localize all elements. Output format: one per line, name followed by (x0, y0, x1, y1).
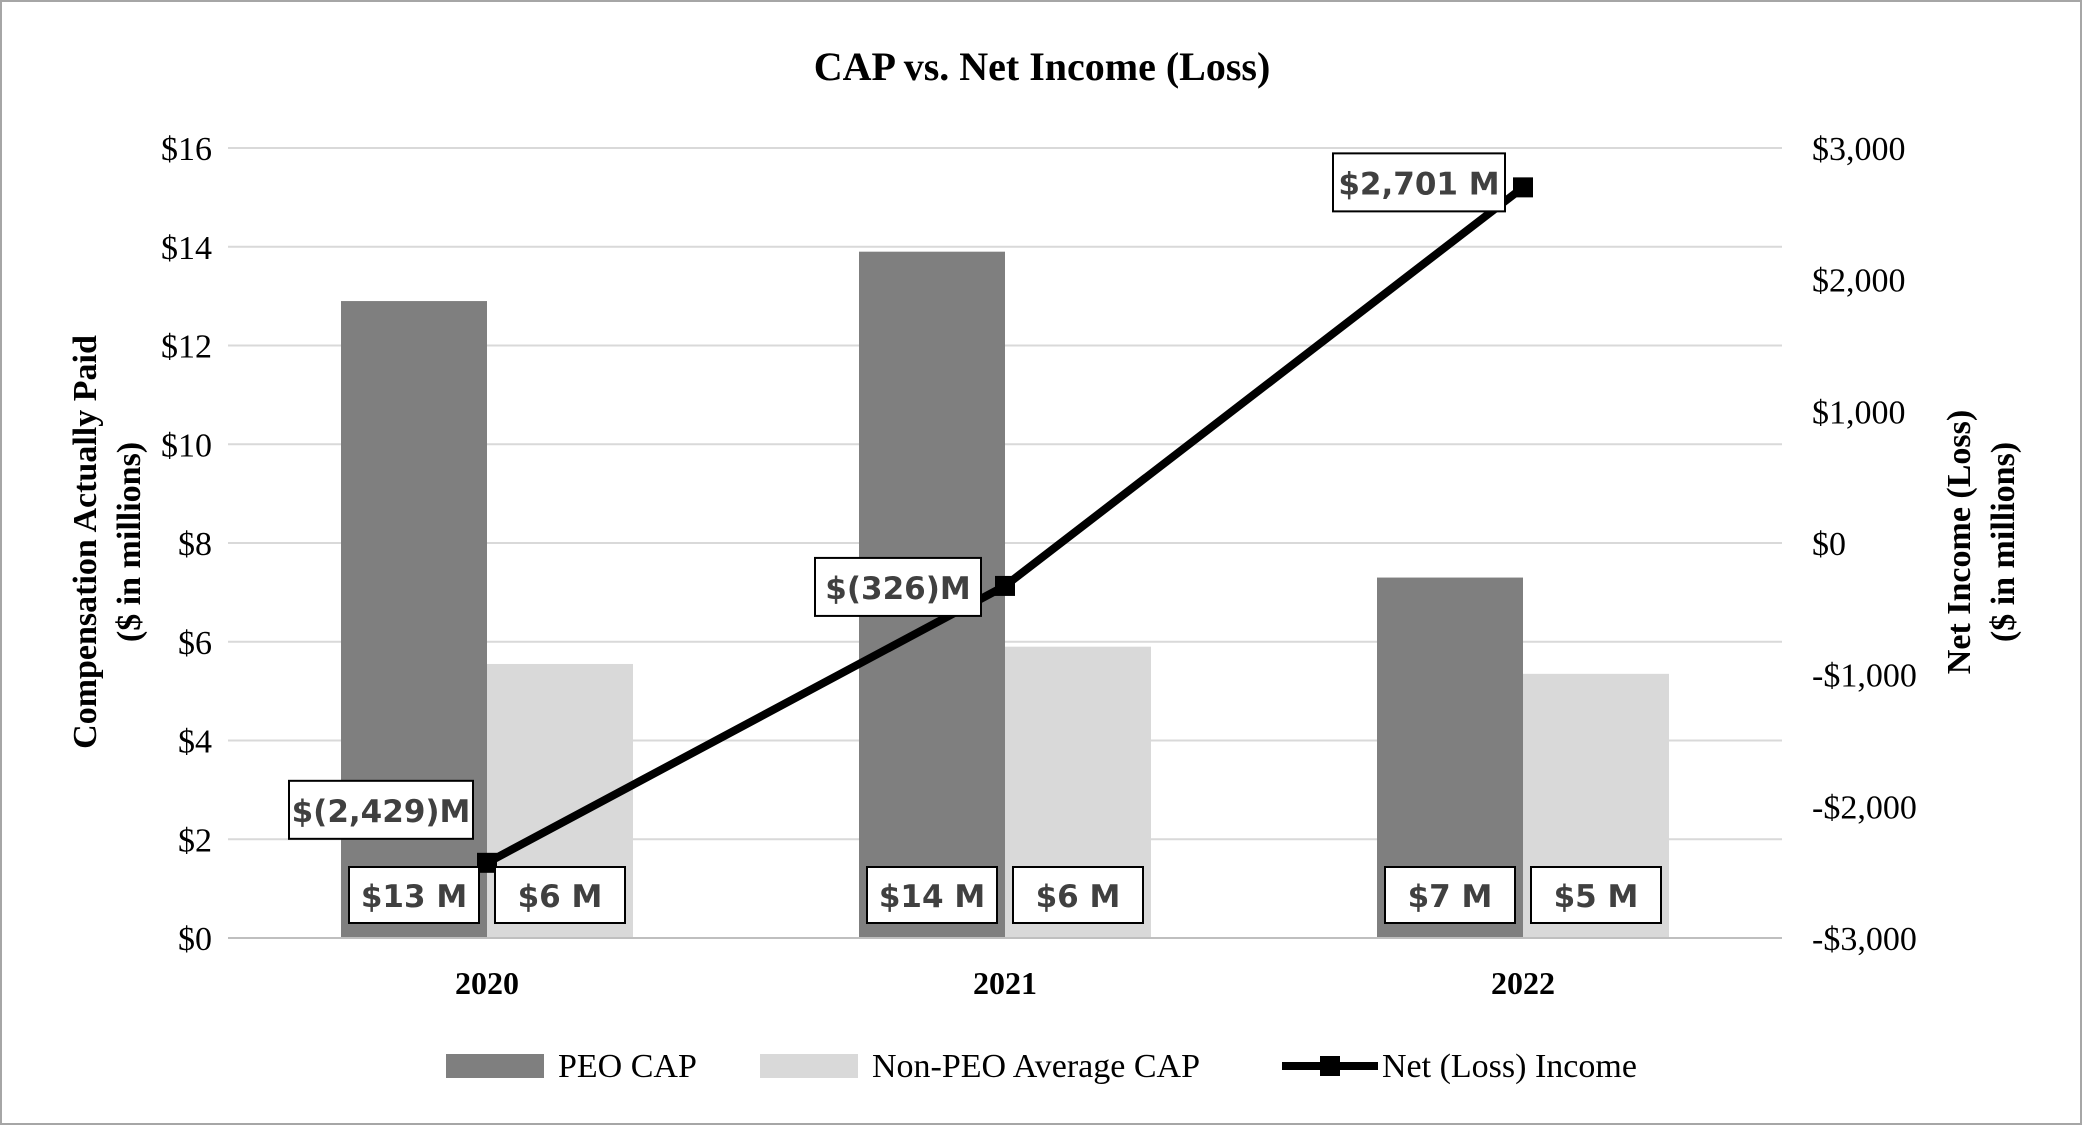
peo-cap-bar (341, 301, 487, 938)
data-labels: $13 M $14 M $7 M $6 M $6 M $5 M $(2,429)M $(326… (288, 152, 1662, 924)
right-tick-label: -$3,000 (1812, 921, 1917, 958)
legend-label-non-peo-average-cap: Non-PEO Average CAP (872, 1048, 1200, 1085)
left-tick-label: $0 (178, 921, 212, 958)
data-label: $13 M (361, 879, 467, 915)
x-tick-label: 2021 (973, 965, 1037, 1001)
left-axis-subtitle: ($ in millions) (111, 442, 148, 642)
net-income-label-box (1332, 152, 1506, 213)
left-tick-label: $14 (161, 230, 212, 267)
data-label-box (866, 866, 998, 924)
right-tick-label: $0 (1812, 526, 1846, 563)
chart-title: CAP vs. Net Income (Loss) (814, 44, 1271, 89)
data-label-box (348, 866, 480, 924)
data-label-box (1384, 866, 1516, 924)
right-tick-label: -$1,000 (1812, 658, 1917, 695)
net-income-marker (995, 575, 1015, 596)
net-income-marker (1513, 177, 1533, 198)
data-label-box (1012, 866, 1144, 924)
data-label: $5 M (1554, 879, 1639, 915)
left-tick-label: $4 (178, 724, 212, 761)
axes: $0 $2 $4 $6 $8 $10 $12 $14 $16 -$3,000 -$2,000 -$1,… (161, 131, 1917, 1001)
legend-label-net-income: Net (Loss) Income (1382, 1048, 1637, 1085)
right-tick-label: $3,000 (1812, 131, 1906, 168)
left-tick-label: $16 (161, 131, 212, 168)
left-tick-label: $8 (178, 526, 212, 563)
legend-swatch-non-peo-average-cap (760, 1054, 858, 1078)
legend-swatch-peo-cap (446, 1054, 544, 1078)
left-tick-label: $10 (161, 427, 212, 464)
left-tick-label: $6 (178, 625, 212, 662)
right-tick-label: $1,000 (1812, 394, 1906, 431)
net-income-label: $2,701 M (1338, 166, 1499, 202)
x-tick-label: 2022 (1491, 965, 1555, 1001)
legend: PEO CAP Non-PEO Average CAP Net (Loss) I… (446, 1048, 1637, 1085)
net-income-label-box (814, 556, 982, 617)
net-income-marker (477, 852, 497, 873)
net-income-label-box (288, 779, 474, 840)
right-axis-title: Net Income (Loss) (1941, 410, 1978, 674)
legend-marker-net-income (1320, 1056, 1340, 1076)
net-income-label: $(2,429)M (292, 794, 471, 830)
right-tick-label: -$2,000 (1812, 789, 1917, 826)
left-tick-label: $2 (178, 822, 212, 859)
legend-label-peo-cap: PEO CAP (558, 1048, 697, 1085)
data-label: $6 M (518, 879, 603, 915)
data-label: $6 M (1036, 879, 1121, 915)
net-income-line-layer (477, 177, 1533, 873)
data-label-box (494, 866, 626, 924)
x-tick-label: 2020 (455, 965, 519, 1001)
data-label: $14 M (879, 879, 985, 915)
data-label: $7 M (1408, 879, 1493, 915)
net-income-label: $(326)M (825, 571, 970, 607)
left-tick-label: $12 (161, 329, 212, 366)
right-axis-subtitle: ($ in millions) (1985, 442, 2022, 642)
data-label-box (1530, 866, 1662, 924)
right-tick-label: $2,000 (1812, 263, 1906, 300)
left-axis-title: Compensation Actually Paid (67, 335, 104, 749)
